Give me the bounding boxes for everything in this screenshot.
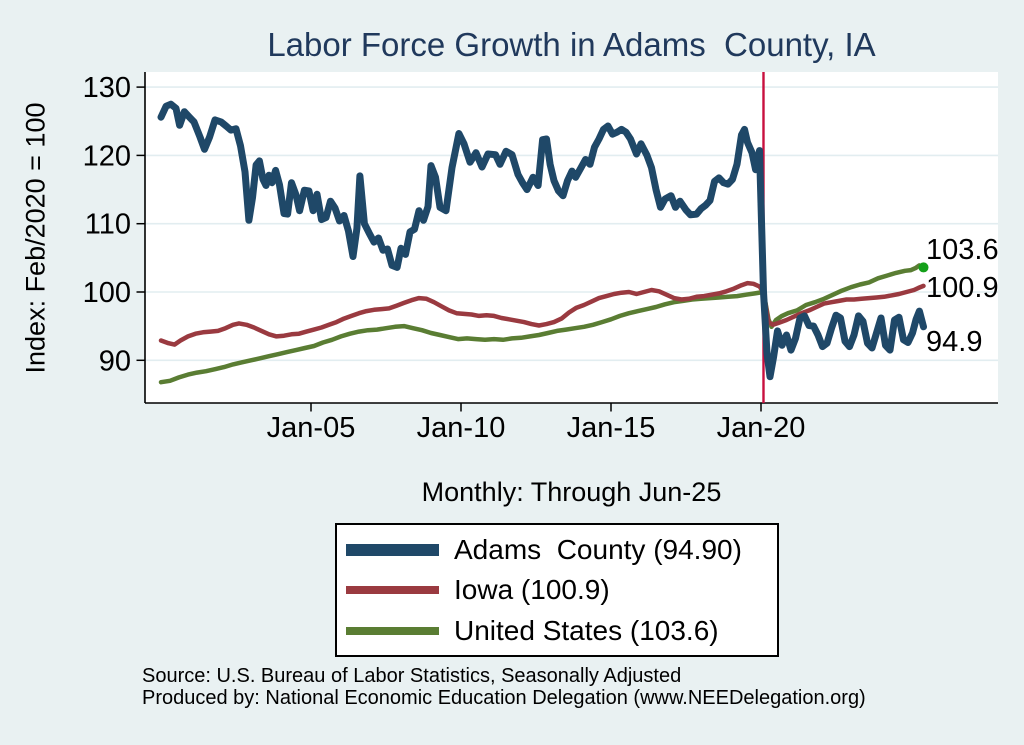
y-tick-label-100: 100 (83, 277, 131, 309)
adams-county-line-swatch (346, 543, 439, 556)
y-tick-label-120: 120 (83, 140, 131, 172)
source-notes: Source: U.S. Bureau of Labor Statistics,… (142, 665, 866, 709)
x-tick-label-Jan-15: Jan-15 (567, 412, 656, 444)
iowa-line-swatch (346, 586, 439, 594)
iowa-line (158, 280, 926, 347)
legend-entry-united-states: United States (103.6) (337, 615, 777, 647)
x-tick-label-Jan-10: Jan-10 (417, 412, 506, 444)
legend-entry-adams-county: Adams County (94.90) (337, 534, 777, 566)
x-axis-title: Monthly: Through Jun-25 (421, 477, 722, 507)
y-tick-label-110: 110 (85, 209, 131, 241)
end-value-label-iowa: 100.9 (926, 272, 999, 304)
united-states-end-dot (918, 262, 929, 273)
chart-title: Labor Force Growth in Adams County, IA (267, 26, 876, 63)
legend-entry-iowa: Iowa (100.9) (337, 574, 777, 606)
y-tick-label-90: 90 (99, 345, 131, 377)
end-value-label-united-states: 103.6 (926, 234, 999, 266)
x-tick-label-Jan-05: Jan-05 (267, 412, 356, 444)
end-value-label-adams-county: 94.9 (926, 326, 983, 358)
legend: Adams County (94.90) Iowa (100.9) United… (335, 523, 779, 657)
legend-label-united-states: United States (103.6) (454, 614, 719, 646)
united-states-line (158, 263, 926, 385)
adams-county-line (157, 100, 927, 381)
y-tick-label-130: 130 (83, 72, 131, 104)
legend-label-iowa: Iowa (100.9) (454, 574, 610, 605)
x-tick-label-Jan-20: Jan-20 (717, 412, 806, 444)
plot-background (145, 72, 998, 403)
legend-label-adams-county: Adams County (94.90) (454, 533, 742, 565)
source-note: Source: U.S. Bureau of Labor Statistics,… (142, 665, 682, 687)
united-states-line-swatch (346, 626, 439, 635)
produced-by-note: Produced by: National Economic Education… (142, 687, 866, 709)
